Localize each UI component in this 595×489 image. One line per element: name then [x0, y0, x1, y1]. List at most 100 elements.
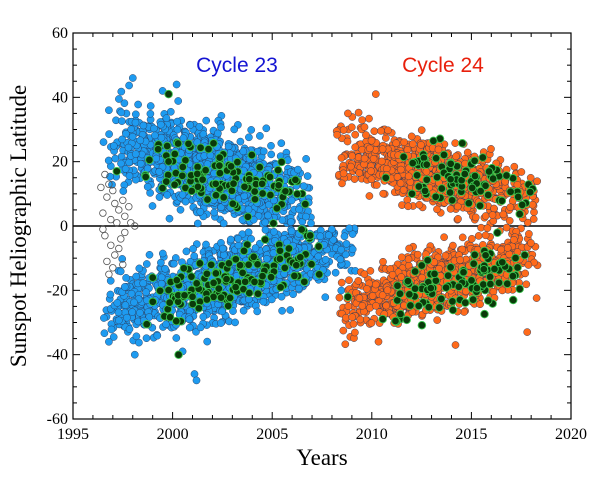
data-point — [525, 187, 535, 197]
data-point — [228, 199, 238, 208]
data-point — [378, 145, 387, 153]
data-point — [400, 138, 409, 147]
data-point — [104, 156, 113, 165]
data-point — [399, 152, 408, 162]
data-point — [348, 245, 357, 254]
data-point — [337, 154, 346, 162]
data-point — [152, 154, 161, 163]
data-point — [484, 167, 494, 176]
data-point — [192, 376, 201, 385]
data-point — [173, 117, 182, 126]
data-point — [430, 269, 439, 279]
data-point — [245, 174, 254, 184]
data-point — [459, 267, 468, 277]
y-tick-label: 0 — [60, 218, 68, 235]
data-point — [196, 143, 205, 152]
data-point — [350, 175, 359, 183]
data-point — [503, 244, 512, 252]
data-point — [109, 333, 118, 341]
data-point — [299, 182, 308, 190]
data-point — [234, 234, 243, 243]
data-point — [267, 295, 276, 304]
data-point — [125, 81, 133, 90]
cycle-23-label: Cycle 23 — [196, 54, 278, 77]
data-point — [216, 293, 226, 302]
data-point — [224, 142, 233, 151]
data-point — [280, 263, 290, 273]
data-point — [196, 207, 205, 216]
data-point — [486, 279, 495, 289]
data-point — [441, 283, 451, 292]
data-point — [278, 216, 287, 224]
data-point — [391, 316, 400, 326]
data-point — [128, 308, 137, 316]
data-point — [121, 212, 129, 220]
data-point — [338, 179, 346, 188]
data-point — [291, 175, 300, 185]
data-point — [355, 294, 364, 303]
data-point — [117, 87, 126, 96]
data-point — [107, 215, 115, 224]
data-point — [485, 272, 495, 282]
data-point — [136, 136, 145, 145]
data-point — [469, 259, 478, 268]
data-point — [225, 293, 235, 303]
data-point — [382, 301, 391, 310]
data-point — [453, 202, 462, 211]
data-point — [120, 99, 129, 108]
data-point — [164, 285, 173, 295]
data-point — [446, 263, 455, 272]
x-tick-label: 1995 — [57, 426, 89, 443]
data-point — [119, 187, 128, 195]
data-point — [219, 251, 228, 259]
data-point — [109, 264, 117, 272]
data-point — [264, 211, 272, 220]
data-point — [184, 139, 193, 149]
data-point — [287, 218, 295, 226]
data-point — [218, 307, 227, 316]
data-point — [261, 226, 270, 234]
data-point — [383, 286, 392, 295]
data-point — [460, 308, 468, 316]
data-point — [404, 172, 413, 181]
data-point — [123, 313, 131, 322]
data-point — [239, 306, 248, 315]
data-point — [367, 167, 375, 175]
data-point — [396, 309, 405, 319]
data-point — [250, 195, 260, 204]
data-point — [118, 117, 126, 125]
data-point — [115, 95, 123, 103]
data-point — [155, 167, 164, 176]
data-point — [345, 224, 354, 233]
data-point — [408, 140, 417, 148]
data-point — [321, 293, 330, 302]
data-point — [259, 147, 268, 156]
data-point — [296, 253, 305, 262]
data-point — [239, 147, 248, 156]
data-point — [446, 205, 455, 213]
data-point — [301, 199, 310, 209]
data-point — [148, 273, 157, 282]
data-point — [494, 278, 504, 288]
data-point — [202, 240, 210, 249]
data-point — [483, 224, 492, 233]
data-point — [122, 129, 130, 138]
data-point — [527, 239, 535, 247]
data-point — [226, 235, 235, 244]
data-point — [384, 126, 392, 135]
data-point — [433, 205, 441, 214]
data-point — [103, 257, 111, 266]
data-point — [431, 153, 441, 163]
data-point — [244, 228, 253, 237]
data-point — [145, 250, 154, 259]
data-point — [348, 313, 357, 322]
data-point — [490, 204, 498, 213]
data-point — [483, 190, 493, 200]
data-point — [118, 135, 126, 144]
data-point — [107, 241, 115, 249]
data-point — [287, 196, 296, 205]
data-point — [460, 169, 470, 179]
data-point — [272, 204, 282, 213]
data-point — [300, 277, 309, 287]
data-point — [198, 175, 207, 184]
